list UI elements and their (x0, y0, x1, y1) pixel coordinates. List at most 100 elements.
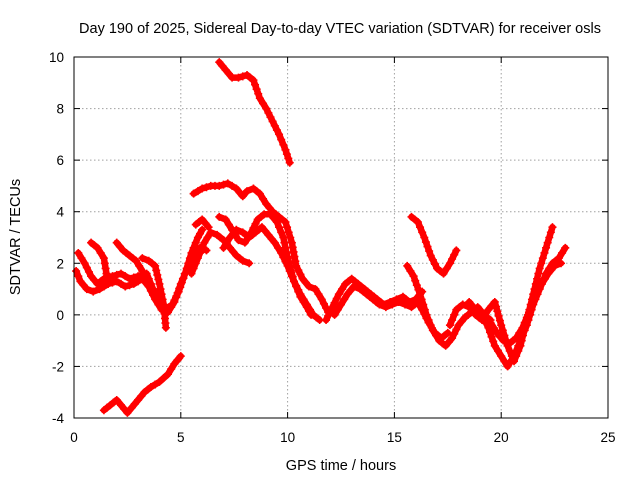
plus-marker (340, 295, 349, 304)
plus-marker (77, 254, 86, 263)
plus-marker (332, 294, 341, 303)
y-tick-label: 6 (56, 153, 64, 168)
plus-marker (452, 246, 461, 255)
plus-marker (425, 247, 434, 256)
plus-marker (163, 370, 172, 379)
data-series-s5 (87, 238, 113, 288)
plus-marker (167, 365, 176, 374)
plus-marker (442, 264, 451, 273)
plus-marker (138, 254, 147, 263)
plus-marker (443, 328, 452, 337)
plus-marker (99, 254, 108, 263)
plus-marker (279, 140, 288, 149)
plus-marker (275, 223, 284, 232)
plus-marker (503, 362, 512, 371)
data-series-s12 (219, 223, 324, 325)
plus-marker (277, 228, 286, 237)
y-tick-label: 8 (56, 102, 64, 117)
plus-marker (193, 254, 202, 263)
plus-marker (518, 323, 527, 332)
plus-marker (414, 285, 423, 294)
plus-marker (283, 223, 292, 232)
plus-marker (266, 113, 275, 122)
plus-marker (527, 303, 536, 312)
plus-marker (103, 274, 112, 283)
y-tick-label: -2 (52, 359, 64, 374)
plus-marker (324, 311, 333, 320)
plus-marker (168, 300, 177, 309)
plus-marker (450, 329, 459, 338)
plus-marker (445, 259, 454, 268)
plus-marker (89, 287, 98, 296)
plus-marker (281, 145, 290, 154)
plus-marker (123, 408, 132, 417)
data-series-s9 (191, 215, 213, 232)
plus-marker (156, 285, 165, 294)
plus-marker (406, 267, 415, 276)
series-line (408, 213, 460, 277)
plus-marker (93, 243, 102, 252)
plus-marker (280, 238, 289, 247)
plus-marker (174, 287, 183, 296)
plus-marker (314, 290, 323, 299)
plus-marker (255, 94, 264, 103)
plus-marker (537, 279, 546, 288)
plus-marker (494, 311, 503, 320)
plus-marker (101, 264, 110, 273)
plus-marker (255, 189, 264, 198)
plus-marker (448, 254, 457, 263)
plus-marker (285, 267, 294, 276)
plus-marker (416, 290, 425, 299)
plus-marker (448, 316, 457, 325)
plus-marker (281, 243, 290, 252)
plus-marker (234, 236, 243, 245)
plus-marker (333, 305, 342, 314)
plus-marker (104, 279, 113, 288)
data-series-s2 (215, 58, 294, 167)
plus-marker (198, 243, 207, 252)
plus-marker (349, 282, 358, 291)
plus-marker (317, 295, 326, 304)
plus-marker (284, 154, 293, 163)
plus-marker (497, 321, 506, 330)
plus-marker (422, 314, 431, 323)
plus-marker (486, 318, 495, 327)
plus-marker (306, 305, 315, 314)
plus-marker (189, 264, 198, 273)
plus-marker (189, 243, 198, 252)
plus-marker (72, 267, 81, 276)
plus-marker (420, 233, 429, 242)
plus-marker (311, 285, 320, 294)
plus-marker (557, 259, 566, 268)
plus-marker (458, 300, 467, 309)
plus-marker (234, 73, 243, 82)
plus-marker (74, 248, 83, 257)
plus-marker (131, 256, 140, 265)
plus-marker (299, 295, 308, 304)
y-tick-labels: -4 -2 0 2 4 6 8 10 (49, 50, 65, 426)
plus-marker (445, 321, 454, 330)
plus-marker (221, 215, 230, 224)
plus-marker (189, 189, 198, 198)
plus-marker (283, 261, 292, 270)
plus-marker (413, 218, 422, 227)
plus-marker (277, 248, 286, 257)
plus-marker (535, 284, 544, 293)
plus-marker (158, 295, 167, 304)
plus-marker (284, 228, 293, 237)
plus-marker (155, 377, 164, 386)
x-axis-label: GPS time / hours (286, 458, 396, 474)
plus-marker (187, 248, 196, 257)
y-tick-label: -4 (52, 411, 64, 426)
plus-marker (176, 283, 185, 292)
plus-marker (490, 341, 499, 350)
plus-marker (538, 254, 547, 263)
plus-marker (515, 328, 524, 337)
data-series-s7 (138, 254, 170, 332)
plus-marker (245, 259, 254, 268)
plus-marker (540, 248, 549, 257)
plus-marker (290, 277, 299, 286)
plus-marker (222, 238, 231, 247)
plus-marker (238, 256, 247, 265)
